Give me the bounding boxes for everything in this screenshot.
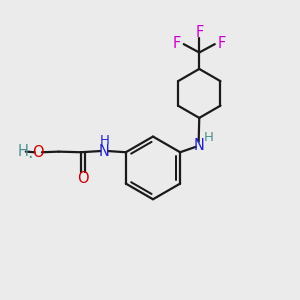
Text: N: N — [193, 138, 204, 153]
Text: F: F — [195, 25, 203, 40]
Text: H: H — [99, 134, 109, 147]
Text: F: F — [173, 36, 181, 51]
Text: F: F — [217, 36, 226, 51]
Text: H: H — [203, 131, 213, 144]
Text: H: H — [17, 144, 28, 159]
Text: O: O — [32, 145, 44, 160]
Text: O: O — [77, 171, 88, 186]
Text: N: N — [99, 143, 110, 158]
Text: .: . — [27, 144, 32, 162]
